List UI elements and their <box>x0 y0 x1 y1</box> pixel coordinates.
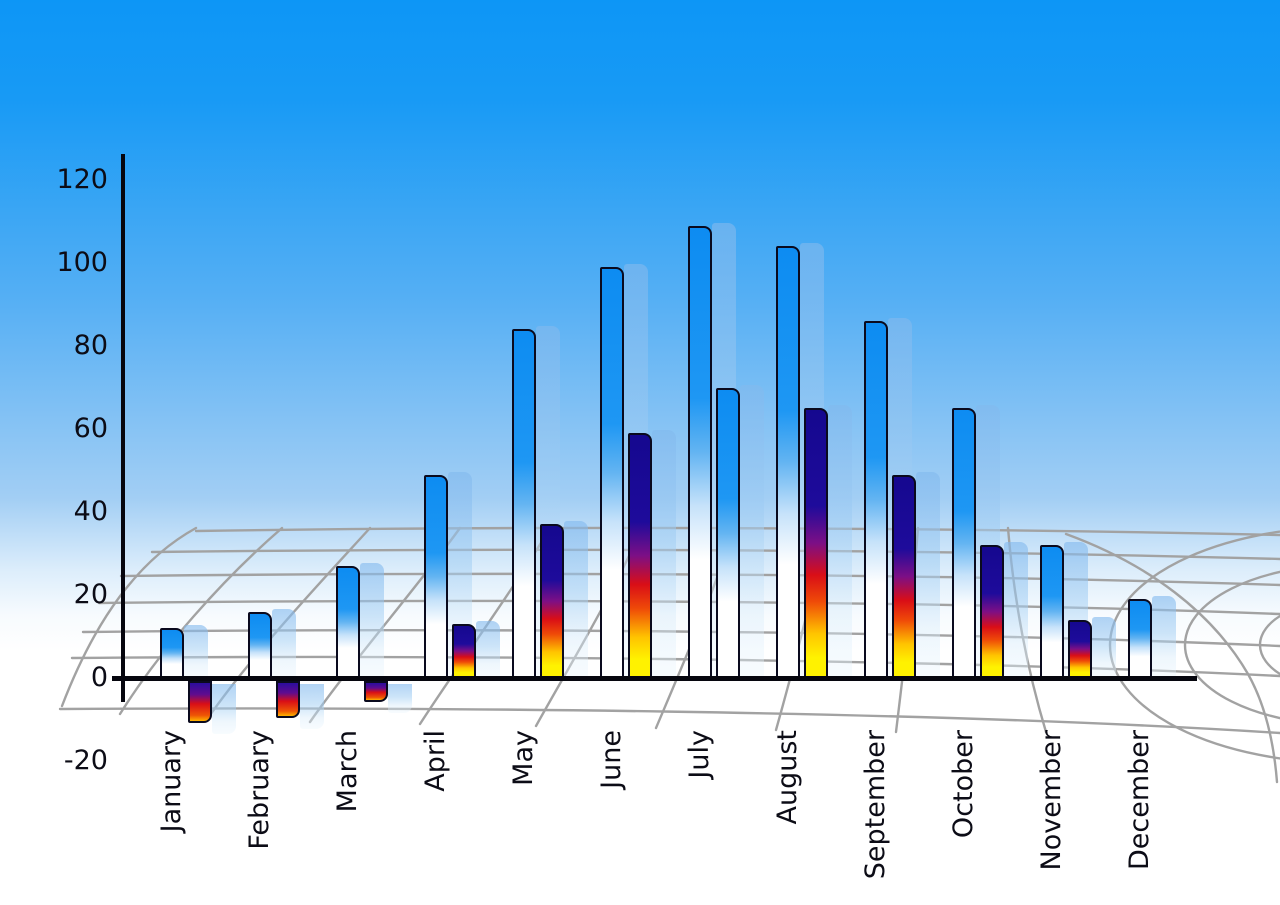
x-axis-label-november: November <box>1036 730 1067 871</box>
bar-shadow-april-series2 <box>476 621 500 678</box>
y-axis-line <box>121 154 125 702</box>
bar-may-series1 <box>512 329 536 678</box>
x-axis-label-february: February <box>244 730 275 850</box>
bar-february-series2 <box>276 681 300 719</box>
bar-shadow-february-series1 <box>272 608 296 678</box>
bar-shadow-january-series2 <box>212 684 236 734</box>
bar-shadow-march-series2 <box>388 684 412 713</box>
x-axis-label-june: June <box>596 730 627 789</box>
x-axis-label-october: October <box>948 730 979 839</box>
y-axis-label-0: 0 <box>90 662 108 693</box>
y-axis-label--20: -20 <box>63 745 108 776</box>
bar-december-series1 <box>1128 599 1152 678</box>
x-axis-label-august: August <box>772 730 803 825</box>
bar-shadow-march-series1 <box>360 562 384 678</box>
bar-shadow-january-series1 <box>184 625 208 678</box>
bar-january-series2 <box>188 681 212 723</box>
grid-curve <box>60 526 198 708</box>
bar-shadow-december-series1 <box>1152 596 1176 678</box>
bar-shadow-september-series2 <box>916 471 940 678</box>
y-axis-label-120: 120 <box>56 164 108 195</box>
bar-november-series2 <box>1068 619 1092 678</box>
bar-july-series1 <box>688 225 712 678</box>
x-axis-label-january: January <box>156 730 187 833</box>
x-axis-label-july: July <box>684 730 715 779</box>
y-axis-label-80: 80 <box>73 330 108 361</box>
bar-august-series2 <box>804 408 828 678</box>
bar-shadow-july-series2 <box>740 384 764 678</box>
bar-november-series1 <box>1040 545 1064 678</box>
bar-shadow-may-series2 <box>564 521 588 678</box>
x-axis-label-april: April <box>420 730 451 792</box>
y-axis-label-40: 40 <box>73 496 108 527</box>
bar-march-series1 <box>336 565 360 678</box>
grid-curve <box>118 526 284 716</box>
bar-shadow-june-series2 <box>652 430 676 678</box>
grid-line <box>58 707 1280 735</box>
bar-shadow-february-series2 <box>300 684 324 730</box>
x-axis-label-september: September <box>860 730 891 880</box>
x-axis-line <box>112 676 1197 681</box>
bar-june-series1 <box>600 267 624 678</box>
bar-april-series2 <box>452 624 476 678</box>
bar-shadow-august-series2 <box>828 405 852 678</box>
grid-arc <box>1258 614 1280 676</box>
bar-september-series1 <box>864 321 888 678</box>
bar-may-series2 <box>540 524 564 678</box>
x-axis-label-may: May <box>508 730 539 786</box>
x-axis-label-march: March <box>332 730 363 813</box>
y-axis-label-100: 100 <box>56 247 108 278</box>
bar-october-series1 <box>952 408 976 678</box>
bar-october-series2 <box>980 545 1004 678</box>
bar-shadow-october-series2 <box>1004 542 1028 678</box>
bar-march-series2 <box>364 681 388 702</box>
bar-august-series1 <box>776 246 800 678</box>
bar-shadow-november-series2 <box>1092 616 1116 678</box>
y-axis-label-60: 60 <box>73 413 108 444</box>
grid-line <box>97 599 1280 616</box>
x-axis-label-december: December <box>1124 730 1155 871</box>
bar-september-series2 <box>892 474 916 678</box>
grid-curve <box>1064 532 1279 784</box>
y-axis-label-20: 20 <box>73 579 108 610</box>
bar-june-series2 <box>628 433 652 678</box>
bar-january-series1 <box>160 628 184 678</box>
bar-february-series1 <box>248 611 272 678</box>
bar-april-series1 <box>424 474 448 678</box>
bar-july-series2 <box>716 387 740 678</box>
grid-arc <box>1183 570 1280 720</box>
